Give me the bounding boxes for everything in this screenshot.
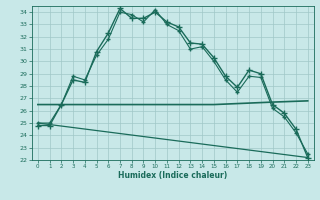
X-axis label: Humidex (Indice chaleur): Humidex (Indice chaleur) <box>118 171 228 180</box>
